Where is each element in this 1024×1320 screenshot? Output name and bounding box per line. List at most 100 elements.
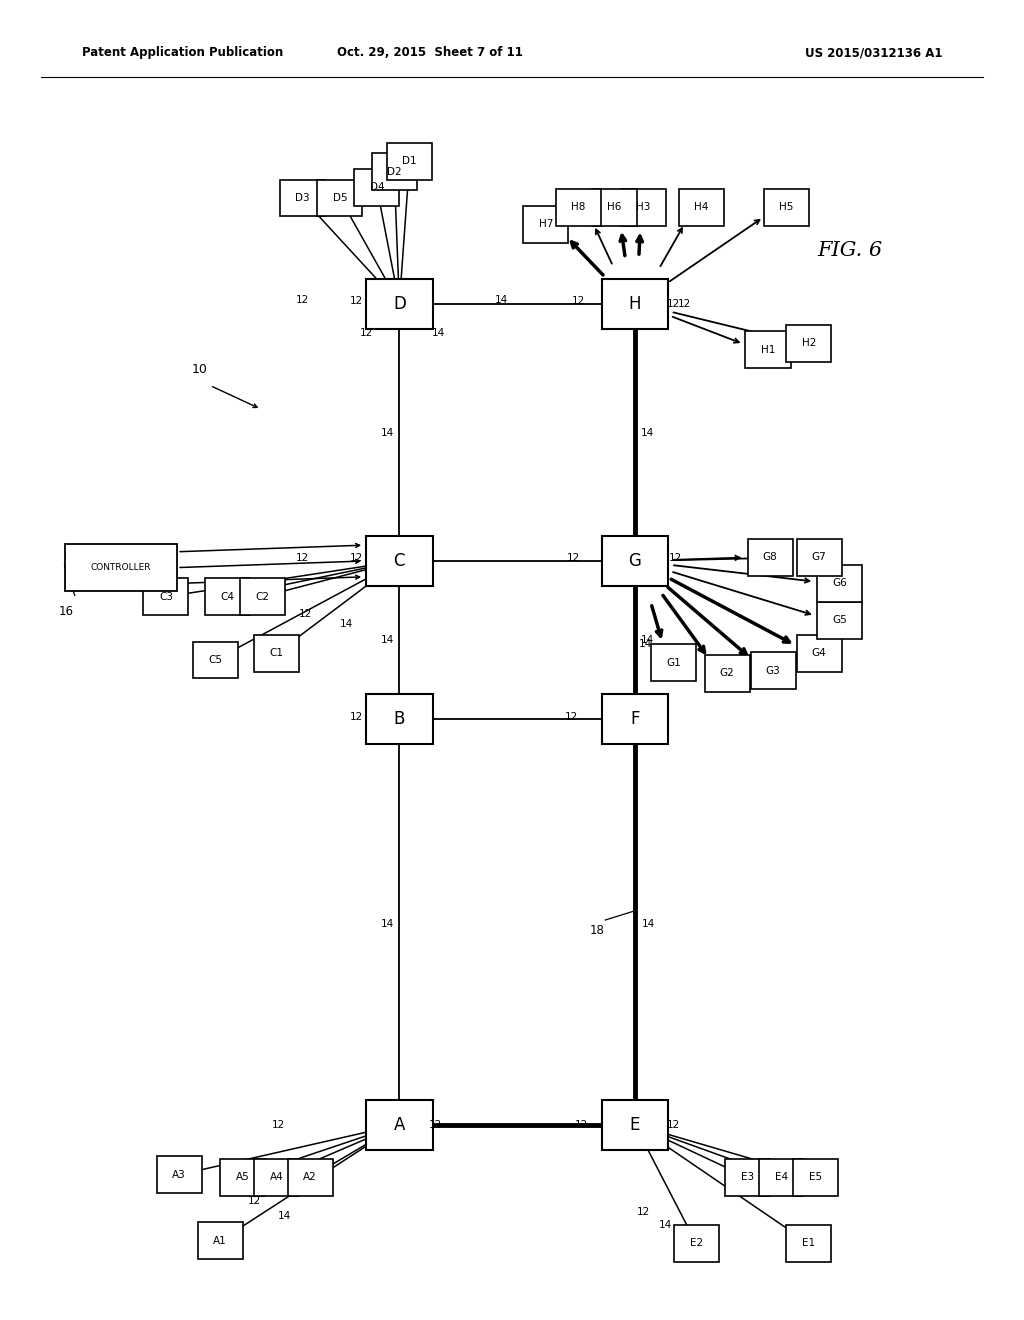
Text: G3: G3 — [766, 665, 780, 676]
Text: 12: 12 — [299, 609, 311, 619]
Text: 14: 14 — [496, 294, 508, 305]
Text: C3: C3 — [159, 591, 173, 602]
Text: E4: E4 — [775, 1172, 787, 1183]
Bar — [705, 655, 750, 692]
Bar — [367, 694, 433, 744]
Text: C2: C2 — [255, 591, 269, 602]
Bar — [143, 578, 188, 615]
Text: 12: 12 — [678, 298, 690, 309]
Text: Oct. 29, 2015  Sheet 7 of 11: Oct. 29, 2015 Sheet 7 of 11 — [337, 46, 523, 59]
Text: D4: D4 — [370, 182, 384, 193]
Text: G6: G6 — [833, 578, 847, 589]
Text: D2: D2 — [387, 166, 401, 177]
Text: G8: G8 — [763, 552, 777, 562]
Text: E: E — [630, 1115, 640, 1134]
Bar — [198, 1222, 243, 1259]
Bar — [367, 279, 433, 329]
Bar — [387, 143, 432, 180]
Bar — [556, 189, 601, 226]
Text: 12: 12 — [668, 298, 680, 309]
Text: D1: D1 — [402, 156, 417, 166]
Bar — [797, 635, 842, 672]
Text: D: D — [393, 294, 406, 313]
Text: H6: H6 — [607, 202, 622, 213]
Text: H1: H1 — [761, 345, 775, 355]
Text: F: F — [630, 710, 640, 729]
Text: 12: 12 — [670, 553, 682, 564]
Text: D3: D3 — [295, 193, 309, 203]
Text: G5: G5 — [833, 615, 847, 626]
Text: 12: 12 — [429, 1119, 441, 1130]
Text: CONTROLLER: CONTROLLER — [90, 564, 152, 572]
Text: 14: 14 — [641, 635, 653, 645]
Bar — [372, 153, 417, 190]
Text: C: C — [393, 552, 406, 570]
Bar — [254, 635, 299, 672]
Bar — [786, 1225, 831, 1262]
Bar — [764, 189, 809, 226]
Bar — [240, 578, 285, 615]
Text: A1: A1 — [213, 1236, 227, 1246]
Bar — [797, 539, 842, 576]
Bar — [288, 1159, 333, 1196]
Bar — [674, 1225, 719, 1262]
Text: G7: G7 — [812, 552, 826, 562]
Text: A5: A5 — [236, 1172, 250, 1183]
Bar — [205, 578, 250, 615]
Text: 12: 12 — [350, 711, 362, 722]
Text: D5: D5 — [333, 193, 347, 203]
Bar — [254, 1159, 299, 1196]
Text: 12: 12 — [572, 296, 585, 306]
Text: 14: 14 — [639, 639, 651, 649]
Text: 14: 14 — [340, 619, 352, 630]
Text: 14: 14 — [279, 1210, 291, 1221]
Bar — [817, 602, 862, 639]
Text: G: G — [629, 552, 641, 570]
Text: 12: 12 — [296, 553, 308, 564]
Bar — [602, 1100, 669, 1150]
Text: 12: 12 — [350, 296, 362, 306]
Text: E5: E5 — [809, 1172, 821, 1183]
Text: 14: 14 — [381, 919, 393, 929]
Text: Patent Application Publication: Patent Application Publication — [82, 46, 284, 59]
Text: 14: 14 — [381, 428, 393, 438]
Text: 16: 16 — [59, 605, 74, 618]
Text: G2: G2 — [720, 668, 734, 678]
Bar — [817, 565, 862, 602]
Text: A2: A2 — [303, 1172, 317, 1183]
Text: A4: A4 — [269, 1172, 284, 1183]
Bar — [621, 189, 666, 226]
Text: 12: 12 — [248, 1196, 260, 1206]
Text: 14: 14 — [432, 327, 444, 338]
Text: 12: 12 — [565, 711, 578, 722]
Text: 12: 12 — [350, 553, 362, 564]
Text: G1: G1 — [667, 657, 681, 668]
Text: 14: 14 — [642, 919, 654, 929]
Text: C5: C5 — [208, 655, 222, 665]
Text: 12: 12 — [668, 1119, 680, 1130]
Text: 12: 12 — [360, 327, 373, 338]
Bar — [602, 536, 669, 586]
Bar — [354, 169, 399, 206]
Bar — [793, 1159, 838, 1196]
Text: H8: H8 — [571, 202, 586, 213]
Bar — [745, 331, 791, 368]
Text: A3: A3 — [172, 1170, 186, 1180]
Bar — [280, 180, 325, 216]
Text: 14: 14 — [641, 428, 653, 438]
Bar — [725, 1159, 770, 1196]
Text: C1: C1 — [269, 648, 284, 659]
Text: H5: H5 — [779, 202, 794, 213]
Text: H3: H3 — [636, 202, 650, 213]
Text: 12: 12 — [567, 553, 580, 564]
Bar — [748, 539, 793, 576]
Text: 12: 12 — [272, 1119, 285, 1130]
Text: A: A — [393, 1115, 406, 1134]
Bar — [65, 544, 177, 591]
Bar — [786, 325, 831, 362]
Text: E3: E3 — [741, 1172, 754, 1183]
Text: 14: 14 — [381, 635, 393, 645]
Bar — [602, 694, 669, 744]
Bar — [367, 1100, 433, 1150]
Text: H4: H4 — [694, 202, 709, 213]
